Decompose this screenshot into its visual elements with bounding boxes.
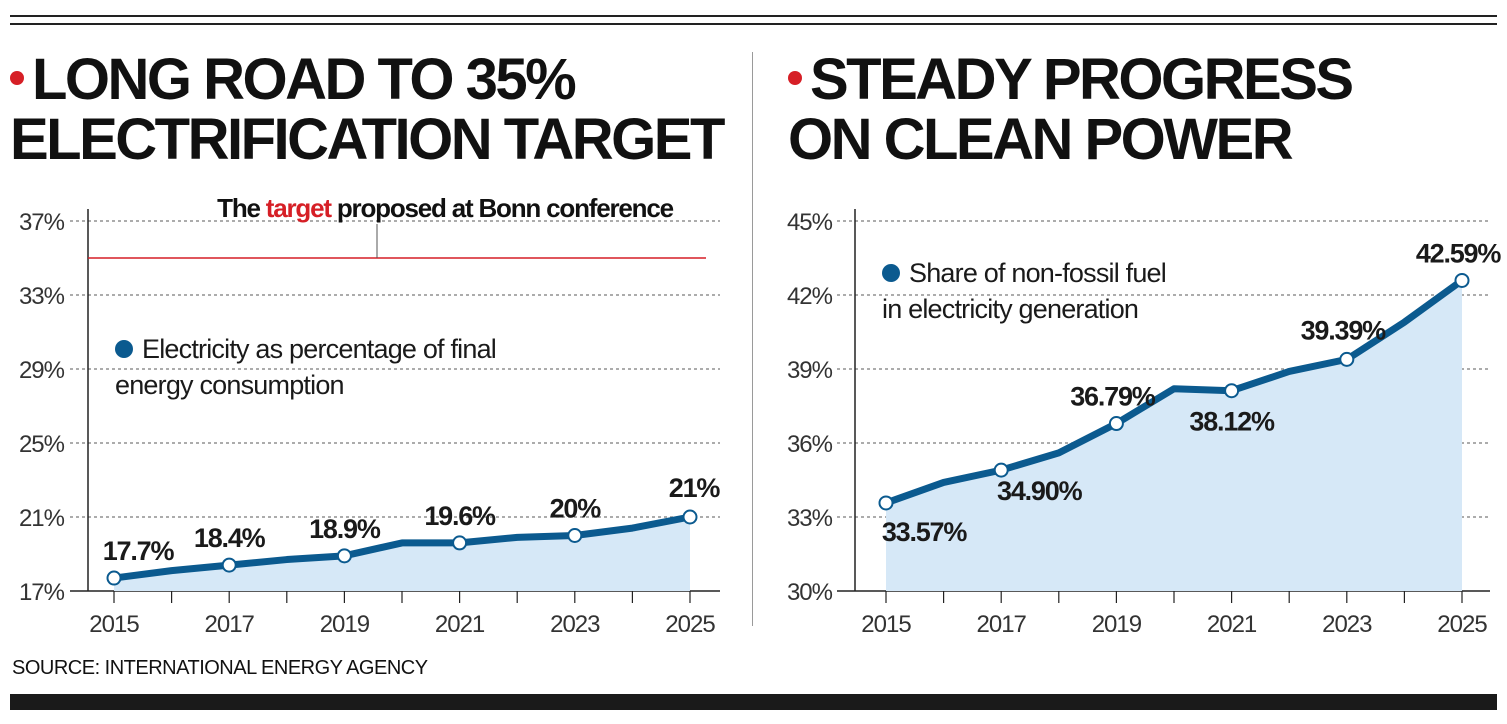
y-tick-label: 39% — [787, 357, 833, 384]
data-point-marker — [993, 462, 1009, 478]
data-point-marker — [682, 509, 698, 525]
target-label-before: The — [217, 193, 266, 223]
data-point-marker — [336, 548, 352, 564]
right-title-line1: STEADY PROGRESS — [810, 47, 1354, 112]
data-label: 20% — [550, 494, 602, 524]
data-point-marker — [221, 557, 237, 573]
data-label: 33.57% — [882, 517, 968, 547]
top-rule-upper — [10, 15, 1497, 17]
y-tick-label: 21% — [19, 505, 65, 532]
x-tick-label: 2015 — [861, 611, 911, 638]
target-label-after: proposed at Bonn conference — [331, 193, 674, 223]
data-point-marker — [106, 570, 122, 586]
left-title-line2: ELECTRIFICATION TARGET — [10, 107, 725, 172]
left-chart-title: LONG ROAD TO 35% ELECTRIFICATION TARGET — [10, 47, 725, 172]
bottom-bar — [10, 694, 1497, 710]
panel-divider — [752, 52, 753, 626]
x-tick-label: 2021 — [1207, 611, 1257, 638]
source-note: SOURCE: INTERNATIONAL ENERGY AGENCY — [12, 657, 428, 679]
series-line — [882, 276, 1466, 507]
target-label-highlight: target — [266, 193, 333, 223]
right-title-line2: ON CLEAN POWER — [788, 107, 1294, 172]
x-tick-label: 2023 — [1322, 611, 1372, 638]
y-tick-label: 17% — [19, 579, 65, 606]
right-chart-title: STEADY PROGRESS ON CLEAN POWER — [788, 47, 1354, 172]
x-tick-label: 2015 — [89, 611, 139, 638]
x-tick-label: 2019 — [320, 611, 370, 638]
target-label: The target proposed at Bonn conference — [217, 193, 673, 223]
top-rule-lower — [10, 23, 1497, 25]
series-line — [110, 513, 694, 582]
area-fill — [886, 280, 1462, 591]
x-tick-label: 2023 — [550, 611, 600, 638]
data-point-marker — [878, 495, 894, 511]
data-point-marker — [452, 535, 468, 551]
legend-line1: Electricity as percentage of final — [142, 334, 496, 364]
area-fill — [114, 517, 690, 591]
data-label: 39.39% — [1301, 315, 1387, 345]
data-label: 19.6% — [424, 501, 496, 531]
left-chart: 17% 21% 25% 29% 33% 37% 2015 2017 2019 2021 2023 20… — [19, 193, 722, 638]
legend-line2: in electricity generation — [882, 294, 1138, 324]
data-point-marker — [1454, 272, 1470, 288]
data-point-marker — [1339, 351, 1355, 367]
title-bullet-icon — [10, 70, 24, 85]
y-tick-label: 45% — [787, 209, 833, 236]
data-label: 21% — [669, 473, 721, 503]
data-label: 42.59% — [1416, 238, 1502, 268]
y-tick-label: 33% — [19, 283, 65, 310]
legend-line2: energy consumption — [115, 370, 344, 400]
data-label: 38.12% — [1189, 407, 1275, 437]
x-tick-label: 2021 — [435, 611, 485, 638]
x-tick-label: 2019 — [1092, 611, 1142, 638]
y-tick-label: 25% — [19, 431, 65, 458]
x-tick-label: 2025 — [1437, 611, 1487, 638]
legend-marker-icon — [115, 340, 133, 358]
y-tick-label: 29% — [19, 357, 65, 384]
right-chart: 30% 33% 36% 39% 42% 45% 2015 2017 2019 2021 2023 20… — [787, 209, 1503, 638]
data-label: 18.4% — [194, 523, 266, 553]
data-point-marker — [567, 528, 583, 543]
data-label: 17.7% — [103, 536, 175, 566]
x-tick-label: 2017 — [205, 611, 255, 638]
x-tick-label: 2025 — [665, 611, 715, 638]
data-label: 34.90% — [997, 476, 1083, 506]
y-tick-label: 33% — [787, 505, 833, 532]
title-bullet-icon — [788, 70, 802, 85]
y-tick-label: 42% — [787, 283, 833, 310]
data-label: 18.9% — [309, 514, 381, 544]
y-tick-label: 30% — [787, 579, 833, 606]
data-label: 36.79% — [1070, 382, 1156, 412]
x-tick-label: 2017 — [977, 611, 1027, 638]
y-tick-label: 36% — [787, 431, 833, 458]
legend-marker-icon — [882, 264, 900, 282]
left-title-line1: LONG ROAD TO 35% — [32, 47, 577, 112]
data-point-marker — [1108, 416, 1124, 432]
y-tick-label: 37% — [19, 209, 65, 236]
legend-line1: Share of non-fossil fuel — [909, 258, 1166, 288]
data-point-marker — [1224, 383, 1240, 399]
